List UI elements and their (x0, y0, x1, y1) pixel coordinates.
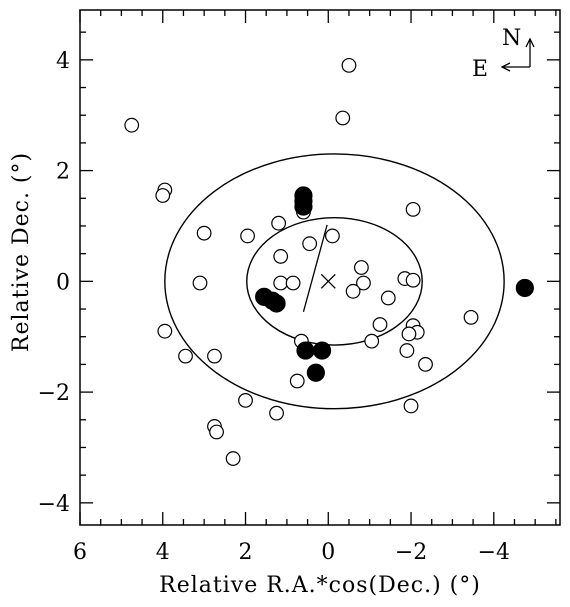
y-tick-label: 2 (56, 160, 70, 185)
open-data-point (209, 424, 224, 440)
filled-circle-points (255, 186, 534, 382)
open-data-point (345, 283, 361, 299)
y-tick-label: 4 (56, 49, 70, 74)
x-tick-label: 4 (156, 540, 170, 565)
open-data-point (302, 236, 318, 252)
y-axis-label: Relative Dec. (°) (9, 152, 34, 352)
plot-frame-group (79, 9, 561, 526)
open-data-point (372, 317, 388, 332)
orientation-axis-line (302, 224, 328, 312)
compass-north-arrowhead (525, 37, 535, 48)
confidence-ellipses (164, 153, 505, 410)
open-data-point (225, 451, 241, 466)
confidence-ellipse (246, 216, 423, 346)
compass-east-label: E (472, 57, 488, 82)
open-data-point (155, 188, 171, 203)
y-tick-label: 0 (56, 270, 70, 295)
x-tick-label: 6 (73, 540, 87, 565)
open-data-point (273, 275, 289, 291)
open-data-point (238, 393, 253, 408)
open-data-point (124, 117, 140, 133)
axis-tick-labels: 6 4 2 0 −2 −4 4 2 0 −2 −4 (38, 49, 510, 565)
open-data-point (364, 333, 380, 349)
open-data-point (405, 272, 421, 288)
filled-data-point (306, 363, 325, 382)
open-data-point (405, 201, 421, 217)
open-data-point (325, 228, 340, 244)
open-data-point (341, 57, 357, 73)
open-data-point (240, 228, 255, 244)
open-data-point (207, 348, 222, 364)
filled-data-point (296, 341, 315, 360)
center-markers (302, 224, 336, 312)
open-data-point (463, 309, 479, 325)
filled-data-point (294, 197, 313, 216)
open-data-point (401, 326, 417, 342)
filled-data-point (267, 294, 286, 313)
compass-rose: N E (472, 26, 535, 82)
open-data-point (380, 290, 396, 306)
open-data-point (157, 323, 173, 339)
open-data-point (285, 275, 301, 291)
open-data-point (403, 398, 419, 414)
axis-ticks (79, 10, 560, 525)
compass-east-arrowhead (500, 62, 511, 72)
open-data-point (269, 405, 284, 421)
x-tick-label: −4 (478, 540, 510, 565)
open-data-point (335, 110, 351, 126)
filled-data-point (312, 341, 332, 360)
open-data-point (356, 275, 371, 291)
open-data-point (271, 215, 287, 231)
compass-north-label: N (502, 26, 521, 51)
open-data-point (289, 373, 305, 389)
x-tick-label: 0 (321, 540, 335, 565)
center-cross-marker (320, 273, 336, 289)
confidence-ellipse (164, 153, 505, 410)
x-axis-label: Relative R.A.*cos(Dec.) (°) (159, 573, 481, 598)
open-data-point (196, 225, 212, 241)
open-data-point (178, 348, 193, 364)
x-tick-label: 2 (239, 540, 253, 565)
open-circle-points (124, 57, 479, 466)
open-data-point (192, 275, 208, 291)
filled-data-point (515, 278, 534, 298)
open-data-point (418, 357, 433, 372)
open-data-point (353, 260, 369, 275)
x-tick-label: −2 (395, 540, 427, 565)
open-data-point (273, 249, 289, 264)
open-data-point (399, 343, 415, 358)
y-tick-label: −2 (38, 381, 70, 406)
y-tick-label: −4 (38, 492, 70, 517)
plot-frame (79, 9, 561, 526)
